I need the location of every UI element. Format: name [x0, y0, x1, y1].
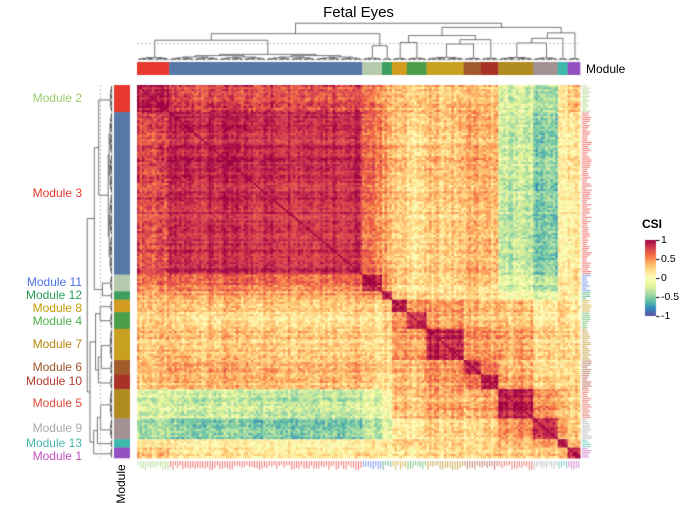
module-row-label: Module 5 [32, 396, 82, 411]
legend-tick-label: -1 [661, 309, 671, 322]
legend-tick-label: 1 [661, 233, 667, 246]
module-row-label: Module 2 [32, 91, 82, 106]
module-row-label: Module 9 [32, 421, 82, 436]
module-row-label: Module 7 [32, 336, 82, 351]
legend-tick-label: 0.5 [661, 252, 676, 265]
module-row-label: Module 12 [25, 288, 82, 303]
module-row-label: Module 13 [25, 435, 82, 450]
module-row-label: Module 3 [32, 185, 82, 200]
module-row-label: Module 11 [26, 275, 82, 290]
plot-title: Fetal Eyes [323, 4, 394, 21]
module-row-label: Module 6 [32, 359, 82, 374]
legend-tick-label: -0.5 [661, 290, 680, 303]
module-row-label: Module 10 [25, 374, 82, 389]
module-row-label: Module 8 [32, 301, 82, 316]
row-annotation-title: Module [114, 464, 128, 504]
module-row-label: Module 4 [32, 313, 82, 328]
legend-title: CSI [642, 217, 663, 231]
legend-tick-label: 0 [661, 271, 667, 284]
column-annotation-title: Module [586, 62, 626, 76]
module-row-label: Module 1 [32, 448, 82, 463]
